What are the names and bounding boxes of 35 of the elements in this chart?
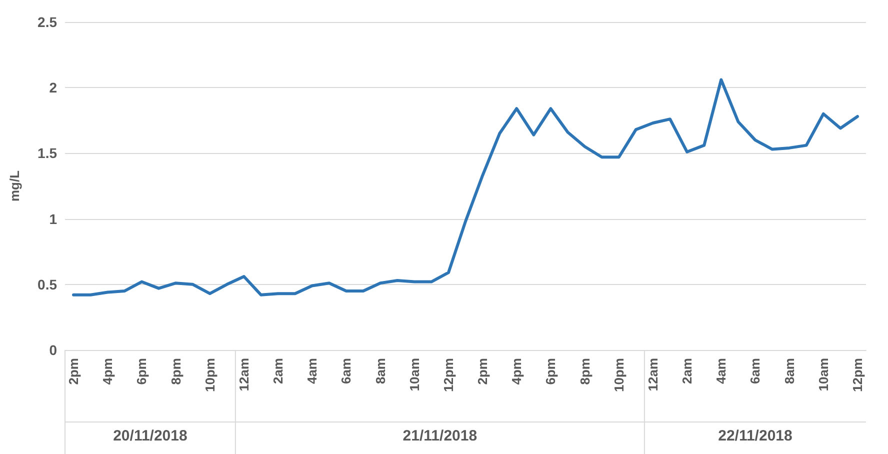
y-tick-label: 0 — [49, 342, 58, 358]
x-tick-label: 6pm — [543, 358, 558, 385]
x-tick-label: 8am — [782, 358, 797, 384]
x-tick-label: 8pm — [168, 358, 184, 385]
line-series — [72, 78, 859, 296]
y-tick-label: 1.5 — [38, 145, 58, 162]
x-tick-label: 12am — [236, 358, 252, 392]
x-tick-label: 12am — [645, 358, 660, 392]
x-tick-label: 10am — [406, 358, 422, 392]
x-tick-label: 8am — [372, 358, 388, 384]
x-tick-label: 4pm — [100, 358, 116, 385]
y-tick-label: 0.5 — [38, 276, 58, 292]
y-tick-label: 2 — [49, 80, 58, 96]
y-tick-label: 2.5 — [38, 14, 58, 30]
x-tick-label: 4am — [304, 358, 320, 384]
x-tick-label: 10pm — [611, 358, 626, 392]
x-tick-label: 6am — [748, 358, 763, 384]
x-tick-label: 6am — [338, 358, 354, 384]
x-tick-label: 2pm — [475, 358, 490, 385]
y-axis-title: mg/L — [7, 170, 22, 202]
x-tick-label: 8pm — [577, 358, 592, 385]
x-tick-label: 10am — [816, 358, 831, 392]
text: 20/11/2018 — [113, 428, 188, 444]
y-tick-label: 1 — [49, 210, 58, 227]
x-tick-label: 2am — [270, 358, 286, 384]
x-tick-label: 2pm — [66, 358, 82, 385]
x-tick-label: 12pm — [440, 358, 456, 392]
x-tick-label: 4pm — [509, 358, 524, 385]
x-tick-label: 6pm — [134, 358, 150, 385]
x-tick-label: 10pm — [202, 358, 218, 392]
x-tick-label: 12pm — [850, 358, 865, 392]
text: 22/11/2018 — [718, 428, 792, 444]
x-tick-label: 4am — [714, 358, 729, 384]
x-tick-label: 2am — [680, 358, 695, 384]
text: 21/11/2018 — [402, 428, 478, 444]
